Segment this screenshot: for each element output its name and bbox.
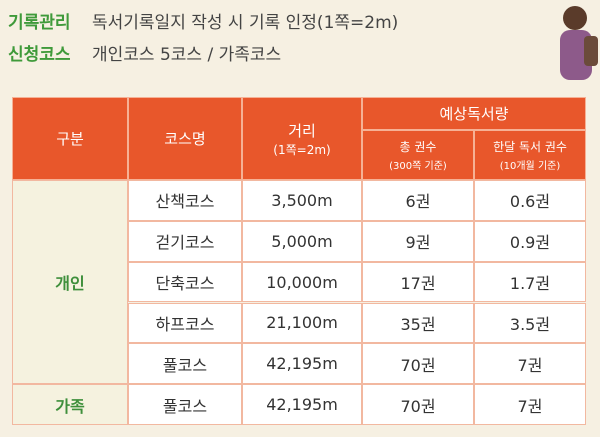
cell-text: 0.9권 <box>509 233 551 253</box>
body-cell: 35권 <box>362 302 474 344</box>
body-cell: 70권 <box>362 384 474 425</box>
text: 독서기록일지 작성 시 기록 인정(1쪽=2m) <box>92 13 399 33</box>
body-cell: 풀코스 <box>128 384 242 425</box>
body-cell: 0.6권 <box>474 180 586 221</box>
cell-text: 3,500m <box>271 190 333 210</box>
body-cell: 17권 <box>362 261 474 303</box>
body-cell: 7권 <box>474 384 586 425</box>
body-cell: 3,500m <box>242 180 362 221</box>
cell-text: (1쪽=2m) <box>273 142 331 157</box>
cell-text: 70권 <box>400 355 436 375</box>
cell-text: 5,000m <box>271 231 333 251</box>
illustration <box>560 6 598 80</box>
header-cell: 총 권수 (300쪽 기준) <box>362 130 474 180</box>
cell-text: 코스명 <box>164 130 206 148</box>
cell-text: 42,195m <box>266 354 338 374</box>
cell-text: 17권 <box>400 274 436 294</box>
body-cell: 70권 <box>362 343 474 385</box>
cell-text: 풀코스 <box>162 396 208 416</box>
body-cell: 42,195m <box>242 343 362 385</box>
body-cell: 42,195m <box>242 384 362 425</box>
cell-text: 9권 <box>405 233 431 253</box>
body-cell: 10,000m <box>242 261 362 303</box>
cell-text: 1.7권 <box>509 274 551 294</box>
cell-text: 거리 <box>288 121 316 140</box>
cell-text: 예상독서량 <box>439 105 509 123</box>
body-cell: 21,100m <box>242 302 362 344</box>
body-cell: 0.9권 <box>474 220 586 262</box>
cell-text: 걷기코스 <box>155 233 215 253</box>
cell-text: (10개월 기준) <box>499 161 561 172</box>
group-cell: 개인 <box>12 180 128 385</box>
body-cell: 6권 <box>362 180 474 221</box>
cell-text: 6권 <box>405 192 431 212</box>
header-cell: 거리 (1쪽=2m) <box>242 97 362 180</box>
cell-text: 가족 <box>55 396 85 416</box>
body-cell: 산책코스 <box>128 180 242 221</box>
cell-text: 21,100m <box>266 313 338 333</box>
cell-text: 풀코스 <box>162 355 208 375</box>
body-cell: 9권 <box>362 220 474 262</box>
cell-text: 7권 <box>517 396 543 416</box>
cell-text: 10,000m <box>266 272 338 292</box>
header-cell: 한달 독서 권수 (10개월 기준) <box>474 130 586 180</box>
cell-text: 개인 <box>55 274 85 294</box>
body-cell: 걷기코스 <box>128 220 242 262</box>
cell-text: 산책코스 <box>155 192 215 212</box>
header-cell: 코스명 <box>128 97 242 180</box>
cell-text: 42,195m <box>266 395 338 415</box>
body-cell: 5,000m <box>242 220 362 262</box>
cell-text: 단축코스 <box>155 274 215 294</box>
cell-text: (300쪽 기준) <box>389 161 447 172</box>
label: 기록관리 <box>8 13 71 33</box>
cell-text: 총 권수 <box>399 140 437 154</box>
cell-text: 한달 독서 권수 <box>493 140 567 154</box>
cell-text: 70권 <box>400 396 436 416</box>
body-cell: 1.7권 <box>474 261 586 303</box>
cell-text: 0.6권 <box>509 192 551 212</box>
header-cell: 예상독서량 <box>362 97 586 130</box>
cell-text: 하프코스 <box>155 314 215 334</box>
cell-text: 3.5권 <box>509 314 551 334</box>
body-cell: 단축코스 <box>128 261 242 303</box>
cell-text: 7권 <box>517 355 543 375</box>
body-cell: 하프코스 <box>128 302 242 344</box>
body-cell: 풀코스 <box>128 343 242 385</box>
body-cell: 3.5권 <box>474 302 586 344</box>
cell-text: 구분 <box>56 130 84 148</box>
label: 신청코스 <box>8 45 71 65</box>
header-cell: 구분 <box>12 97 128 180</box>
cell-text: 35권 <box>400 314 436 334</box>
group-cell: 가족 <box>12 384 128 425</box>
text: 개인코스 5코스 / 가족코스 <box>92 45 282 65</box>
body-cell: 7권 <box>474 343 586 385</box>
